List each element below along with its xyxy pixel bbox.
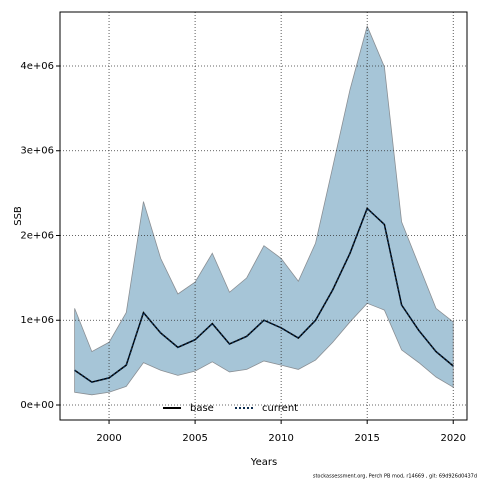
y-tick-label: 1e+06 [20,315,54,326]
footer: stockassessment.org, Perch PB mod, r1466… [313,474,477,480]
x-axis-label: Years [250,457,277,468]
y-tick-label: 0e+00 [20,400,54,411]
y-tick-label: 4e+06 [20,61,54,72]
y-tick-label: 2e+06 [20,230,54,241]
y-tick-label: 3e+06 [20,146,54,157]
plot-frame [59,11,468,421]
x-tick-label: 2005 [182,433,207,444]
legend-label: base [190,403,214,414]
y-axis-label: SSB [13,206,24,226]
x-tick-label: 2015 [354,433,379,444]
legend-label: current [262,403,298,414]
x-tick-label: 2010 [268,433,293,444]
series-line [74,207,454,383]
confidence-band [74,24,454,396]
x-tick-label: 2020 [441,433,466,444]
x-tick-label: 2000 [96,433,121,444]
